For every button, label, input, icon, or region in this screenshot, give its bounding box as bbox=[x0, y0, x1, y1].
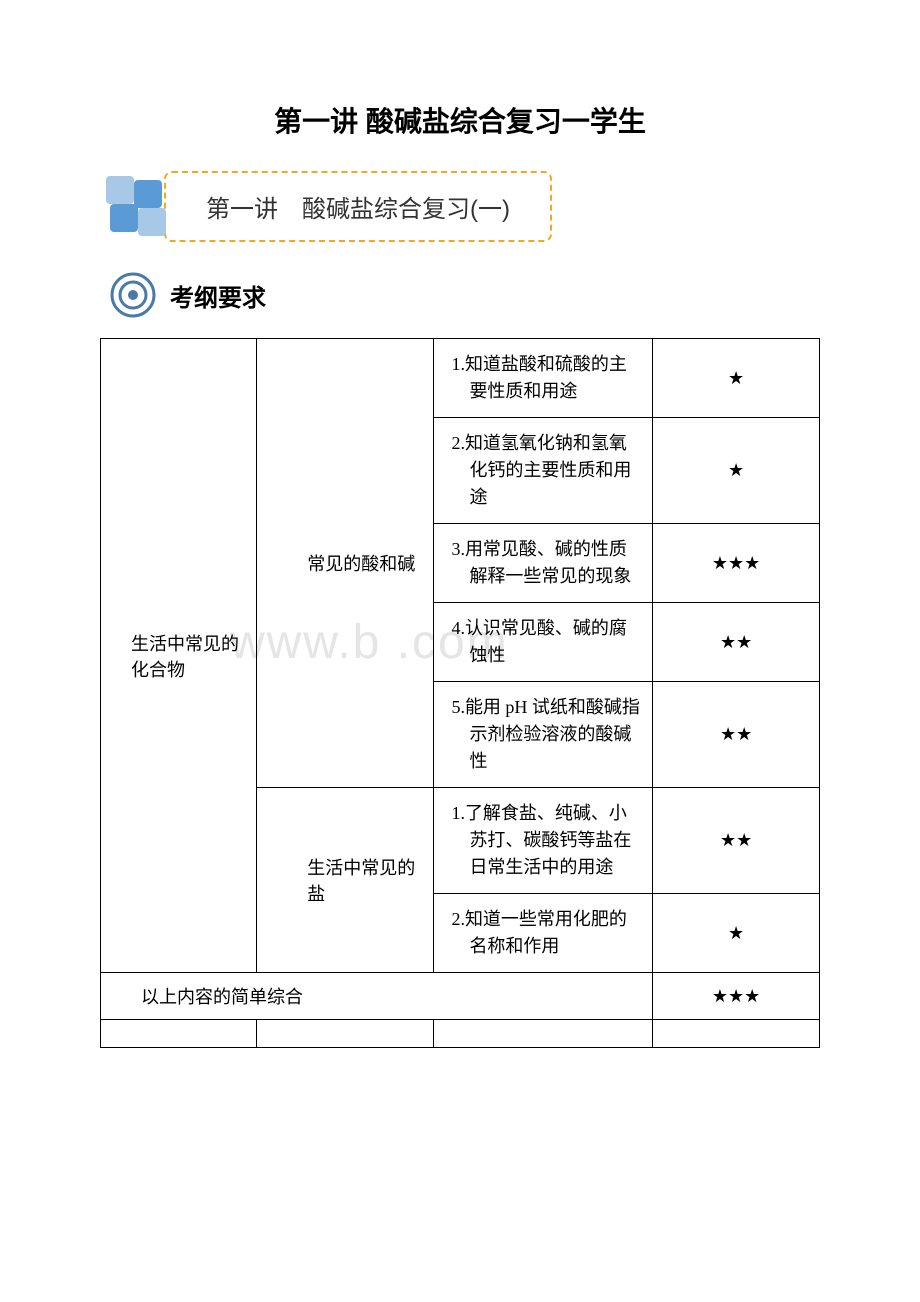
table-row: 以上内容的简单综合 ★★★ bbox=[101, 973, 820, 1020]
lesson-box: 第一讲 酸碱盐综合复习(一) bbox=[164, 171, 552, 242]
star-cell: ★ bbox=[653, 418, 820, 524]
lesson-header: 第一讲 酸碱盐综合复习(一) bbox=[100, 170, 820, 242]
star-cell: ★★ bbox=[653, 603, 820, 682]
subcategory-cell: 常见的酸和碱 bbox=[257, 339, 434, 788]
page-title: 第一讲 酸碱盐综合复习一学生 bbox=[100, 100, 820, 140]
summary-cell: 以上内容的简单综合 bbox=[101, 973, 653, 1020]
empty-cell bbox=[101, 1020, 257, 1048]
content-cell: 4.认识常见酸、碱的腐蚀性 bbox=[434, 603, 653, 682]
content-cell: 2.知道一些常用化肥的名称和作用 bbox=[434, 894, 653, 973]
section-title: 考纲要求 bbox=[170, 278, 266, 313]
content-cell: 1.了解食盐、纯碱、小苏打、碳酸钙等盐在日常生活中的用途 bbox=[434, 788, 653, 894]
star-cell: ★★ bbox=[653, 682, 820, 788]
empty-cell bbox=[434, 1020, 653, 1048]
puzzle-icon bbox=[100, 170, 172, 242]
table-row bbox=[101, 1020, 820, 1048]
star-cell: ★★★ bbox=[653, 524, 820, 603]
content-cell: 1.知道盐酸和硫酸的主要性质和用途 bbox=[434, 339, 653, 418]
requirements-table: 生活中常见的化合物 常见的酸和碱 1.知道盐酸和硫酸的主要性质和用途 ★ 2.知… bbox=[100, 338, 820, 1048]
star-cell: ★★ bbox=[653, 788, 820, 894]
star-cell: ★★★ bbox=[653, 973, 820, 1020]
content-cell: 2.知道氢氧化钠和氢氧化钙的主要性质和用途 bbox=[434, 418, 653, 524]
star-cell: ★ bbox=[653, 339, 820, 418]
section-header: 考纲要求 bbox=[110, 272, 820, 318]
empty-cell bbox=[257, 1020, 434, 1048]
target-icon bbox=[110, 272, 156, 318]
table-row: 生活中常见的化合物 常见的酸和碱 1.知道盐酸和硫酸的主要性质和用途 ★ bbox=[101, 339, 820, 418]
category-cell: 生活中常见的化合物 bbox=[101, 339, 257, 973]
empty-cell bbox=[653, 1020, 820, 1048]
content-cell: 3.用常见酸、碱的性质解释一些常见的现象 bbox=[434, 524, 653, 603]
content-cell: 5.能用 pH 试纸和酸碱指示剂检验溶液的酸碱性 bbox=[434, 682, 653, 788]
subcategory-cell: 生活中常见的盐 bbox=[257, 788, 434, 973]
star-cell: ★ bbox=[653, 894, 820, 973]
